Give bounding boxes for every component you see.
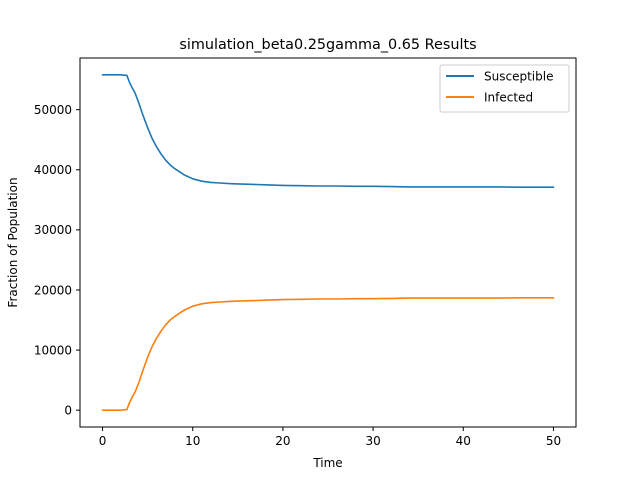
legend: Susceptible Infected — [439, 64, 570, 113]
chart-title: simulation_beta0.25gamma_0.65 Results — [179, 37, 476, 53]
legend-label-susceptible: Susceptible — [484, 70, 553, 84]
x-tick-label: 40 — [456, 434, 471, 448]
plot-frame — [79, 57, 577, 428]
x-axis-label: Time — [312, 456, 342, 470]
y-tick-label: 10000 — [34, 343, 72, 357]
x-tick-label: 0 — [99, 434, 107, 448]
y-tick-label: 0 — [64, 403, 72, 417]
legend-label-infected: Infected — [484, 91, 533, 105]
x-tick-label: 50 — [546, 434, 561, 448]
x-tick-label: 30 — [365, 434, 380, 448]
x-tick-label: 10 — [185, 434, 200, 448]
series-layer — [101, 74, 555, 411]
y-tick-label: 40000 — [34, 163, 72, 177]
x-tick-label: 20 — [275, 434, 290, 448]
x-axis: 0 10 20 30 40 50 — [99, 427, 561, 448]
y-tick-label: 20000 — [34, 283, 72, 297]
y-axis: 0 10000 20000 30000 40000 50000 — [34, 103, 80, 417]
series-line-susceptible — [101, 74, 555, 189]
y-axis-label: Fraction of Population — [6, 177, 20, 307]
y-tick-label: 50000 — [34, 103, 72, 117]
series-line-infected — [101, 296, 555, 411]
y-tick-label: 30000 — [34, 223, 72, 237]
